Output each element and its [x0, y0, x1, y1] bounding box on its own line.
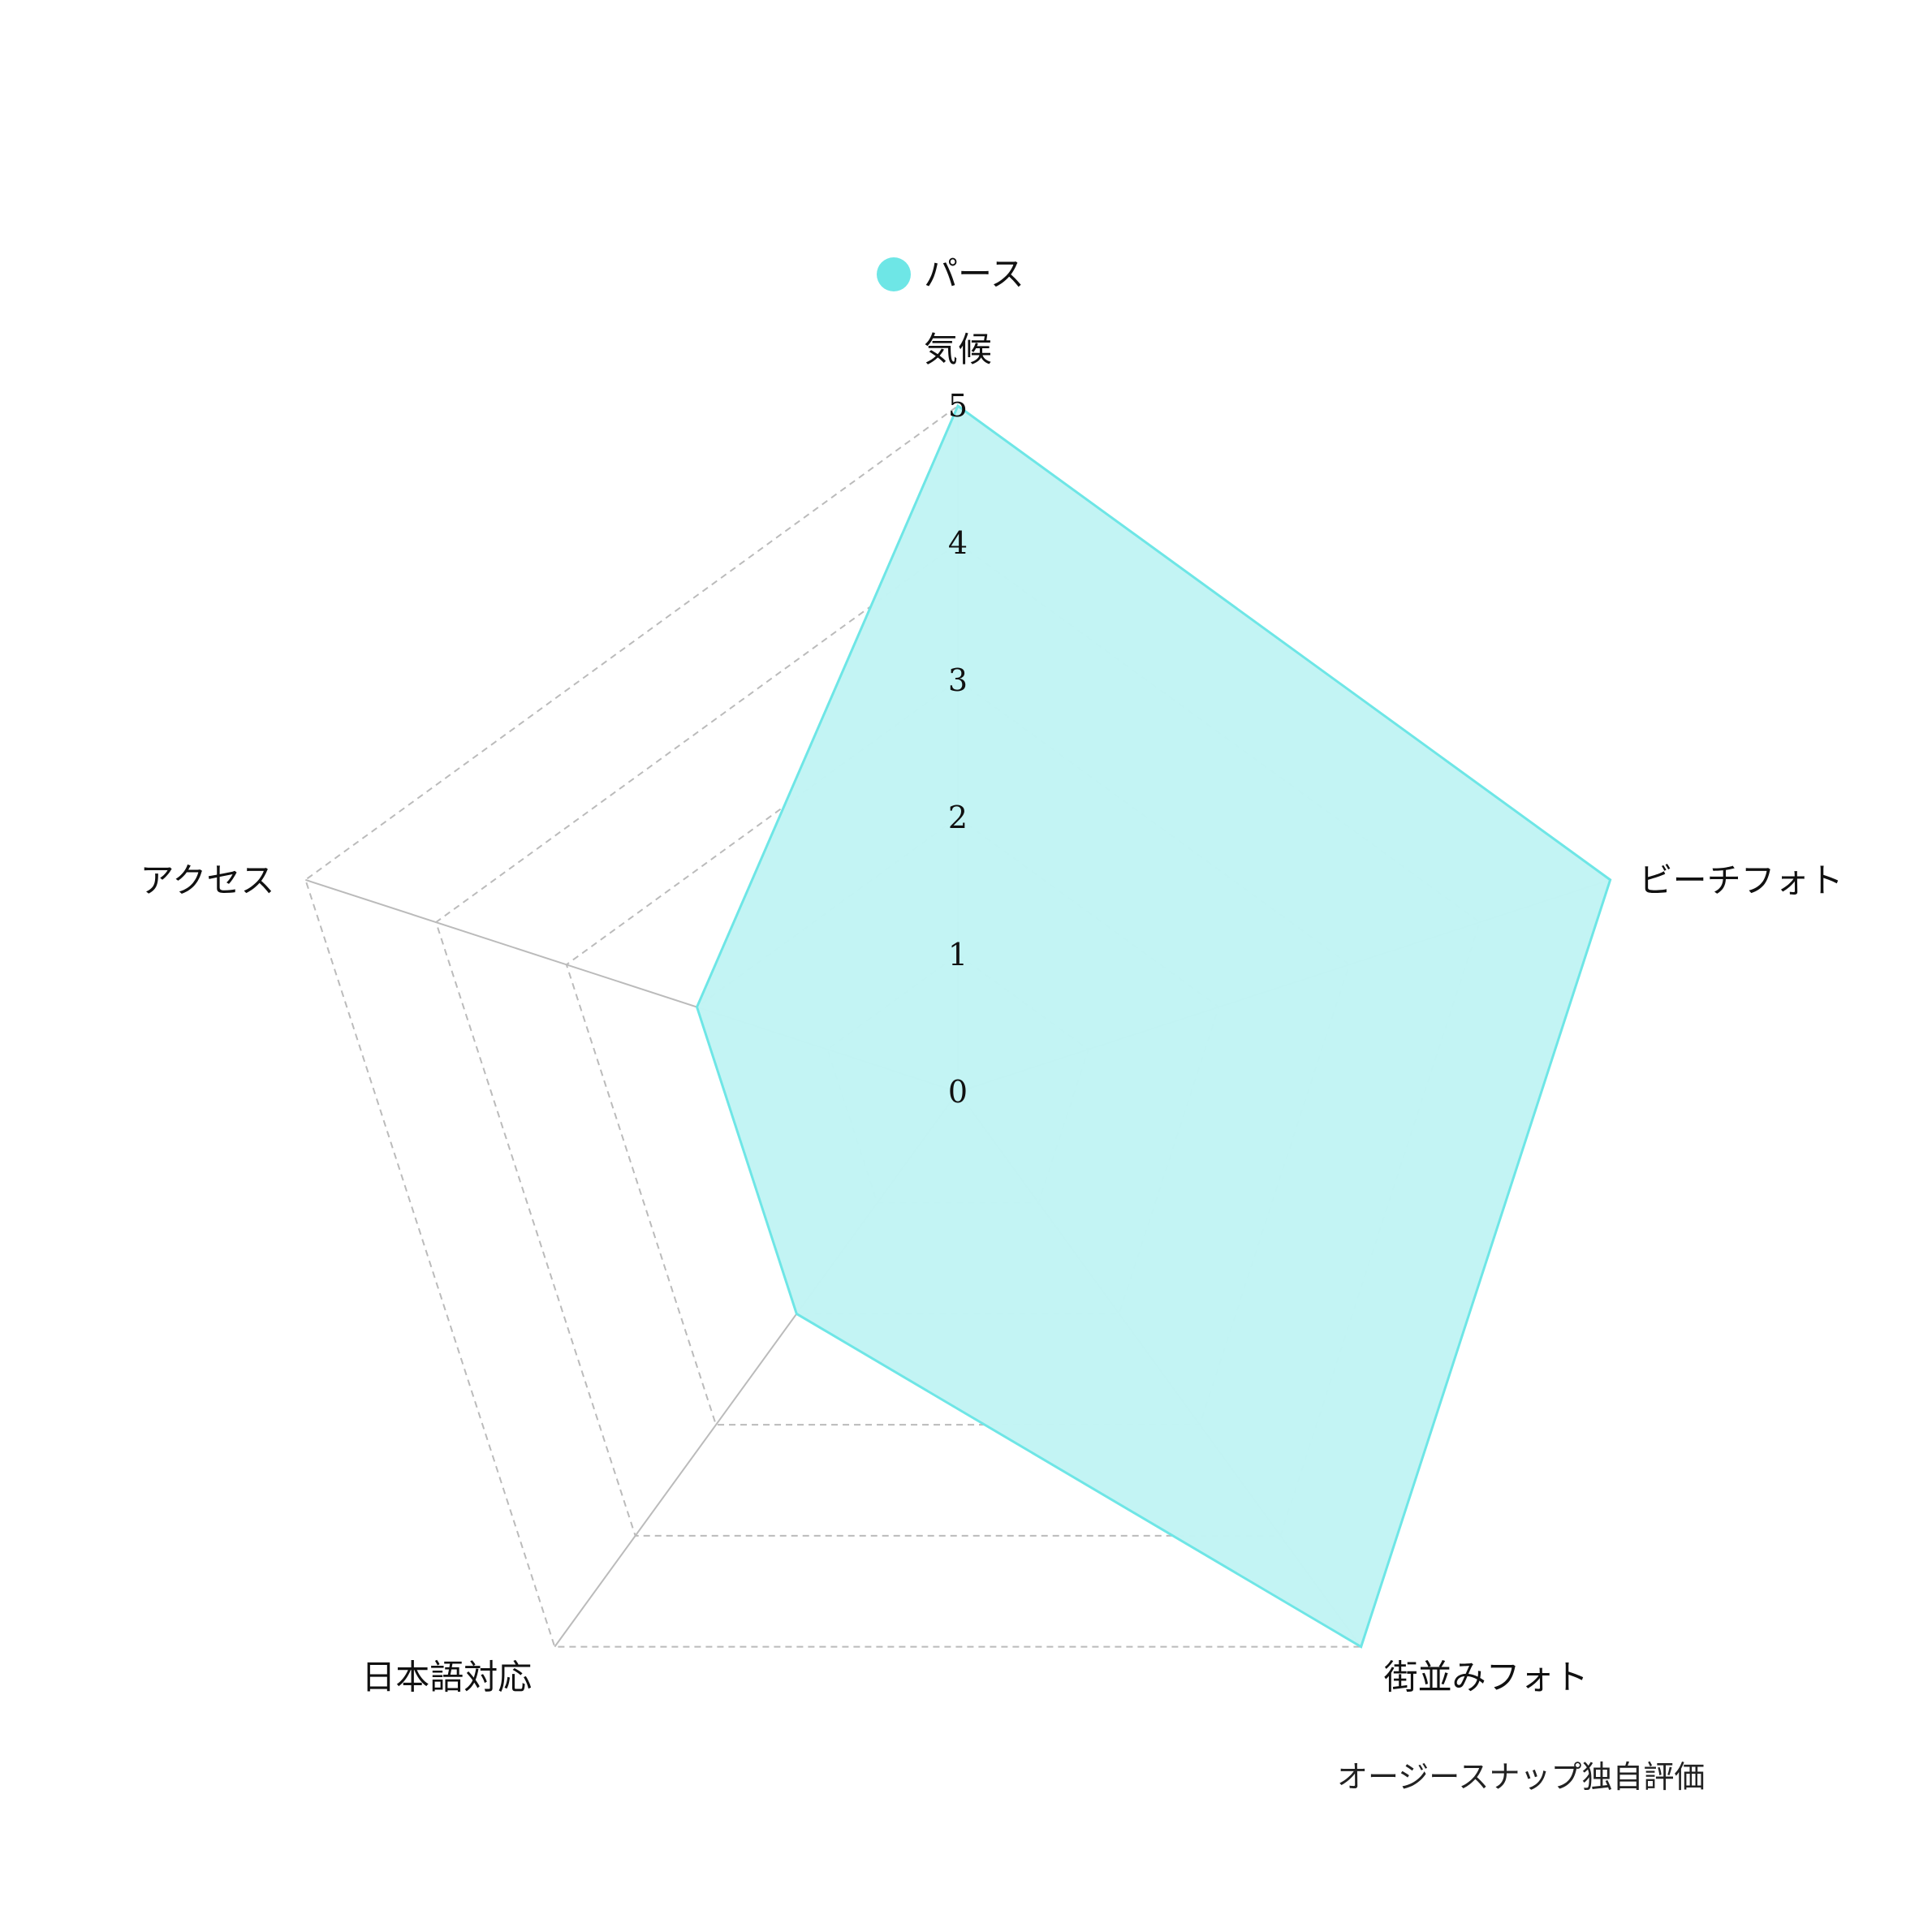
series-layer	[695, 403, 1612, 1649]
tick-label-1: 1	[948, 937, 968, 972]
axis-label-0: 気候	[924, 330, 992, 369]
legend-label: パース	[924, 254, 1024, 294]
source-note: オージースナップ独自評価	[1337, 1759, 1705, 1795]
tick-labels: 0 1 2 3 4 5	[948, 388, 968, 1110]
axis-label-3: 日本語対応	[361, 1658, 532, 1697]
tick-label-0: 0	[948, 1074, 968, 1110]
legend[interactable]: パース	[877, 254, 1024, 294]
legend-marker	[877, 257, 911, 291]
series-area-0	[695, 403, 1612, 1649]
axis-label-4: アクセス	[140, 860, 274, 900]
tick-label-4: 4	[948, 525, 968, 561]
tick-label-3: 3	[948, 662, 968, 698]
axis-label-2: 街並みフォト	[1384, 1658, 1589, 1697]
tick-label-5: 5	[948, 388, 968, 424]
axis-label-1: ビーチフォト	[1639, 860, 1844, 900]
tick-label-2: 2	[948, 800, 968, 835]
